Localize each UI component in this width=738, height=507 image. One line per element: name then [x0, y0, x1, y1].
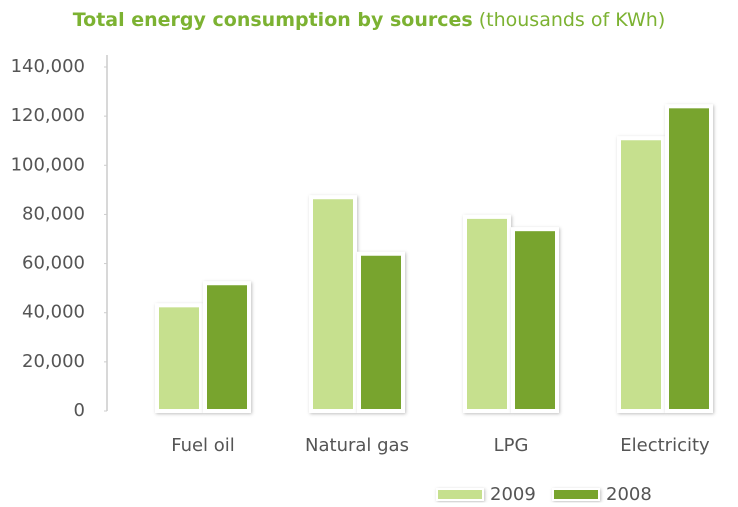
legend-label: 2009: [490, 484, 536, 505]
legend-swatch: [436, 488, 484, 501]
y-tick-label: 0: [74, 400, 85, 421]
legend-label: 2008: [606, 484, 652, 505]
y-tick-label: 40,000: [22, 302, 85, 323]
y-tick-label: 140,000: [11, 56, 85, 77]
chart-title-group: Total energy consumption by sources (thou…: [73, 9, 666, 31]
bar: [665, 104, 713, 413]
bar: [617, 136, 665, 413]
bar: [203, 281, 251, 414]
y-tick-label: 60,000: [22, 253, 85, 274]
chart-title: Total energy consumption by sources: [73, 9, 473, 31]
x-tick-label: LPG: [494, 435, 529, 456]
bar: [511, 227, 559, 413]
chart-subtitle: (thousands of KWh): [479, 9, 666, 31]
bar: [155, 303, 203, 414]
y-tick-label: 80,000: [22, 203, 85, 224]
x-tick-label: Natural gas: [305, 435, 409, 456]
x-tick-label: Electricity: [620, 435, 710, 456]
bar: [463, 214, 511, 413]
bar: [357, 251, 405, 413]
legend-swatch: [552, 488, 600, 501]
y-tick-label: 100,000: [11, 154, 85, 175]
y-tick-label: 120,000: [11, 105, 85, 126]
y-tick-label: 20,000: [22, 351, 85, 372]
x-tick-label: Fuel oil: [171, 435, 235, 456]
bar: [309, 195, 357, 413]
